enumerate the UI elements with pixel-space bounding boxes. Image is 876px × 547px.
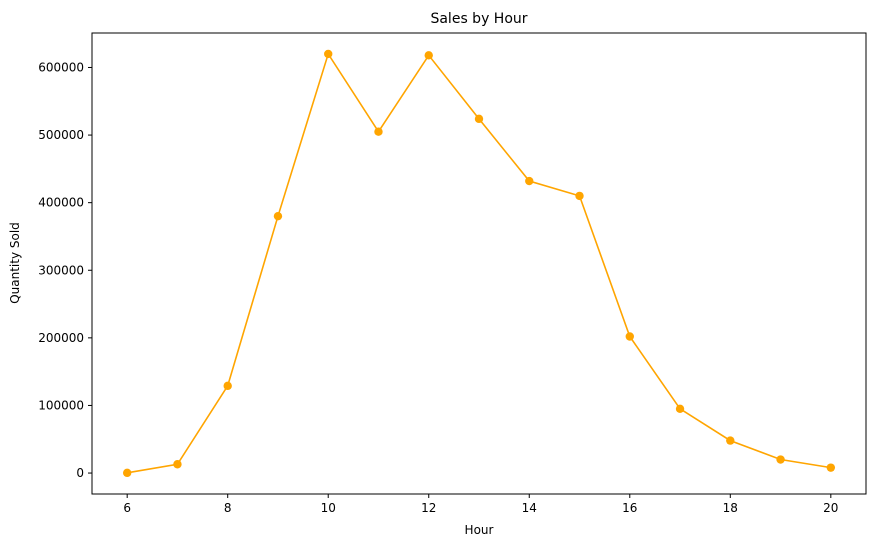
y-tick-label-2: 200000 bbox=[38, 331, 84, 345]
data-point-5 bbox=[374, 127, 383, 136]
data-point-14 bbox=[826, 463, 836, 472]
x-tick-label-1: 8 bbox=[224, 501, 232, 515]
x-tick-label-0: 6 bbox=[123, 501, 131, 515]
y-tick-label-5: 500000 bbox=[38, 128, 84, 142]
data-point-9 bbox=[575, 191, 584, 201]
plot-area bbox=[91, 32, 867, 495]
x-tick-label-6: 18 bbox=[723, 501, 738, 515]
y-tick-label-1: 100000 bbox=[38, 398, 84, 412]
x-axis-label: Hour bbox=[465, 523, 494, 537]
y-tick-label-6: 600000 bbox=[38, 60, 84, 74]
x-tick-label-2: 10 bbox=[321, 501, 336, 515]
data-point-1 bbox=[173, 460, 182, 469]
data-point-6 bbox=[424, 51, 433, 60]
data-point-11 bbox=[675, 404, 685, 414]
data-point-7 bbox=[474, 114, 484, 124]
series-layer bbox=[122, 49, 836, 478]
data-point-10 bbox=[625, 332, 634, 341]
data-point-0 bbox=[122, 468, 132, 478]
data-point-12 bbox=[726, 436, 735, 445]
x-axis: 6 8 10 12 14 16 18 20 bbox=[123, 494, 838, 515]
data-point-3 bbox=[273, 211, 283, 221]
data-point-8 bbox=[525, 176, 534, 186]
y-tick-label-0: 0 bbox=[76, 466, 84, 480]
chart-title: Sales by Hour bbox=[430, 11, 527, 27]
x-tick-label-4: 14 bbox=[522, 501, 537, 515]
data-point-4 bbox=[324, 49, 333, 59]
data-point-2 bbox=[223, 381, 232, 391]
y-tick-label-3: 300000 bbox=[38, 263, 84, 277]
y-axis: 0 100000 200000 300000 400000 500000 600000 bbox=[38, 60, 92, 480]
y-axis-label: Quantity Sold bbox=[8, 222, 22, 304]
x-tick-label-3: 12 bbox=[421, 501, 436, 515]
x-tick-label-7: 20 bbox=[823, 501, 838, 515]
data-point-13 bbox=[776, 455, 785, 464]
y-tick-label-4: 400000 bbox=[38, 196, 84, 210]
x-tick-label-5: 16 bbox=[622, 501, 637, 515]
